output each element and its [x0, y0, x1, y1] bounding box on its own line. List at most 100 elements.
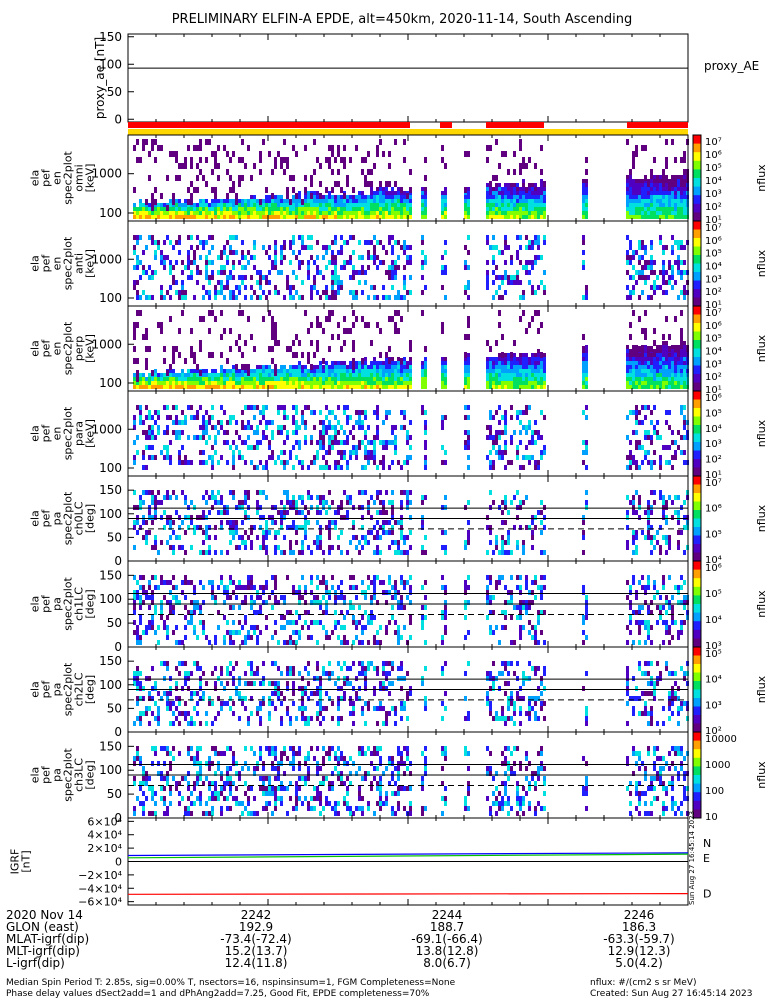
spectrogram-cell	[157, 245, 160, 250]
spectrogram-cell	[525, 245, 528, 250]
spectrogram-cell	[531, 211, 534, 215]
spectrogram-cell	[638, 245, 641, 250]
spectrogram-cell	[307, 490, 310, 495]
spectrogram-cell	[265, 460, 268, 465]
spectrogram-cell	[175, 381, 178, 385]
colorbar-swatch	[693, 459, 701, 468]
spectrogram-cell	[346, 515, 349, 520]
spectrogram-cell	[328, 310, 331, 316]
colorbar-tick-label: 10²	[705, 287, 722, 298]
spectrogram-cell	[376, 385, 379, 389]
spectrogram-cell	[501, 352, 504, 358]
spectrogram-cell	[199, 377, 202, 381]
spectrogram-cell	[644, 369, 647, 373]
spectrogram-cell	[531, 316, 534, 322]
spectrogram-cell	[208, 275, 211, 280]
spectrogram-cell	[151, 515, 154, 520]
spectrogram-cell	[154, 199, 157, 205]
spectrogram-cell	[629, 385, 632, 389]
spectrogram-cell	[513, 211, 516, 215]
spectrogram-cell	[298, 260, 301, 265]
spectrogram-cell	[136, 435, 139, 440]
spectrogram-cell	[280, 515, 283, 520]
spectrogram-cell	[522, 545, 525, 550]
spectrogram-cell	[513, 215, 516, 219]
spectrogram-cell	[441, 415, 444, 420]
spectrogram-cell	[504, 270, 507, 275]
spectrogram-cell	[376, 377, 379, 381]
spectrogram-cell	[151, 500, 154, 505]
spectrogram-cell	[205, 525, 208, 530]
spectrogram-cell	[136, 450, 139, 455]
spectrogram-cell	[328, 260, 331, 265]
spectrogram-cell	[217, 280, 220, 285]
spectrogram-cell	[148, 295, 151, 300]
spectrogram-cell	[424, 455, 427, 460]
spectrogram-cell	[403, 191, 406, 195]
spectrogram-cell	[671, 195, 674, 199]
spectrogram-cell	[202, 381, 205, 385]
spectrogram-cell	[662, 334, 665, 340]
spectrogram-cell	[148, 605, 151, 610]
spectrogram-cell	[229, 415, 232, 420]
spectrogram-cell	[214, 385, 217, 389]
spectrogram-cell	[650, 187, 653, 191]
colorbar-swatch	[693, 493, 701, 502]
spectrogram-cell	[340, 465, 343, 470]
spectrogram-cell	[211, 590, 214, 595]
spectrogram-cell	[259, 525, 262, 530]
spectrogram-cell	[671, 430, 674, 435]
spectrogram-cell	[319, 530, 322, 535]
spectrogram-cell	[361, 211, 364, 215]
spectrogram-cell	[668, 535, 671, 540]
spectrogram-cell	[166, 430, 169, 435]
spectrogram-cell	[510, 211, 513, 215]
spectrogram-cell	[400, 550, 403, 555]
spectrogram-cell	[175, 199, 178, 203]
spectrogram-cell	[337, 460, 340, 465]
spectrogram-cell	[274, 211, 277, 215]
spectrogram-cell	[346, 260, 349, 265]
spectrogram-cell	[133, 381, 136, 385]
spectrogram-cell	[223, 385, 226, 389]
spectrogram-cell	[680, 405, 683, 410]
spectrogram-cell	[316, 495, 319, 500]
spectrogram-cell	[229, 211, 232, 215]
spectrogram-cell	[653, 500, 656, 505]
spectrogram-cell	[364, 445, 367, 450]
spectrogram-cell	[337, 440, 340, 445]
spectrogram-cell	[680, 357, 683, 361]
spectrogram-cell	[142, 515, 145, 520]
spectrogram-cell	[525, 357, 528, 361]
spectrogram-cell	[154, 139, 157, 145]
spectrogram-cell	[244, 211, 247, 215]
spectrogram-cell	[467, 334, 470, 340]
spectrogram-cell	[486, 515, 489, 520]
spectrogram-cell	[226, 199, 229, 203]
spectrogram-cell	[510, 385, 513, 389]
spectrogram-cell	[504, 465, 507, 470]
spectrogram-cell	[635, 460, 638, 465]
spectrogram-cell	[223, 145, 226, 151]
spectrogram-cell	[486, 369, 489, 373]
spectrogram-cell	[370, 191, 373, 195]
spectrogram-cell	[211, 270, 214, 275]
spectrogram-cell	[253, 445, 256, 450]
spectrogram-cell	[145, 520, 148, 525]
spectrogram-cell	[467, 280, 470, 285]
spectrogram-cell	[241, 520, 244, 525]
spectrogram-cell	[163, 445, 166, 450]
spectrogram-cell	[665, 365, 668, 369]
spectrogram-cell	[148, 215, 151, 219]
spectrogram-cell	[322, 255, 325, 260]
spectrogram-cell	[391, 316, 394, 322]
spectrogram-cell	[635, 270, 638, 275]
spectrogram-cell	[653, 490, 656, 495]
spectrogram-cell	[674, 316, 677, 322]
spectrogram-cell	[322, 199, 325, 203]
spectrogram-cell	[136, 265, 139, 270]
spectrogram-cell	[223, 215, 226, 219]
spectrogram-cell	[421, 260, 424, 265]
spectrogram-cell	[265, 187, 268, 193]
spectrogram-cell	[394, 450, 397, 455]
